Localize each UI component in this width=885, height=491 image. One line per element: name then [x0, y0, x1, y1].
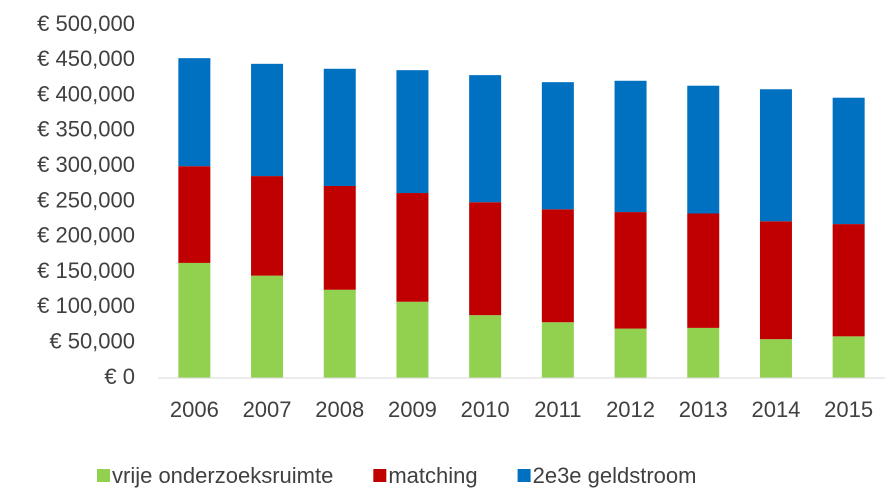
- bar-segment: [469, 75, 502, 203]
- x-tick-label: 2013: [679, 397, 728, 422]
- bar-segment: [614, 212, 647, 329]
- bar-segment: [178, 262, 211, 378]
- bar-segment: [396, 70, 429, 194]
- bar-segment: [541, 322, 574, 378]
- legend-swatch: [373, 469, 387, 482]
- bar-segment: [396, 301, 429, 378]
- y-tick-label: € 150,000: [37, 258, 135, 283]
- x-tick-label: 2009: [388, 397, 437, 422]
- y-tick-label: € 350,000: [37, 117, 135, 142]
- y-tick-label: € 0: [104, 364, 135, 389]
- y-tick-label: € 200,000: [37, 223, 135, 248]
- bar-segment: [251, 63, 284, 177]
- x-tick-label: 2014: [751, 397, 800, 422]
- bar-segment: [759, 89, 792, 222]
- bar-segment: [687, 327, 720, 378]
- y-tick-label: € 400,000: [37, 81, 135, 106]
- x-tick-label: 2007: [243, 397, 292, 422]
- bar-segment: [469, 315, 502, 378]
- bar-segment: [687, 85, 720, 214]
- legend-label: matching: [388, 463, 477, 488]
- bar-segment: [541, 82, 574, 210]
- legend-swatch: [97, 469, 110, 482]
- bar-segment: [759, 221, 792, 340]
- x-tick-label: 2006: [170, 397, 219, 422]
- x-tick-label: 2012: [606, 397, 655, 422]
- y-tick-label: € 450,000: [37, 46, 135, 71]
- bar-segment: [323, 289, 356, 378]
- bar-segment: [832, 224, 865, 337]
- x-tick-label: 2008: [315, 397, 364, 422]
- x-tick-label: 2011: [534, 397, 581, 422]
- y-tick-label: € 500,000: [37, 11, 135, 36]
- bar-segment: [323, 68, 356, 186]
- y-tick-label: € 100,000: [37, 293, 135, 318]
- bar-segment: [541, 209, 574, 323]
- bar-segment: [469, 202, 502, 316]
- bar-segment: [396, 193, 429, 302]
- x-tick-label: 2010: [461, 397, 510, 422]
- bar-segment: [832, 336, 865, 378]
- bar-segment: [614, 328, 647, 378]
- bar-segment: [759, 339, 792, 378]
- legend-label: 2e3e geldstroom: [533, 463, 697, 488]
- bar-segment: [251, 176, 284, 276]
- y-tick-label: € 50,000: [49, 329, 135, 354]
- y-tick-label: € 300,000: [37, 152, 135, 177]
- bar-segment: [251, 275, 284, 378]
- bar-segment: [178, 166, 211, 263]
- legend-swatch: [517, 469, 531, 482]
- bar-segment: [687, 213, 720, 328]
- y-tick-label: € 250,000: [37, 187, 135, 212]
- bar-segment: [178, 58, 211, 167]
- bar-segment: [323, 185, 356, 290]
- bar-segment: [614, 80, 647, 213]
- bar-segment: [832, 97, 865, 225]
- legend-label: vrije onderzoeksruimte: [112, 463, 333, 488]
- x-tick-label: 2015: [824, 397, 873, 422]
